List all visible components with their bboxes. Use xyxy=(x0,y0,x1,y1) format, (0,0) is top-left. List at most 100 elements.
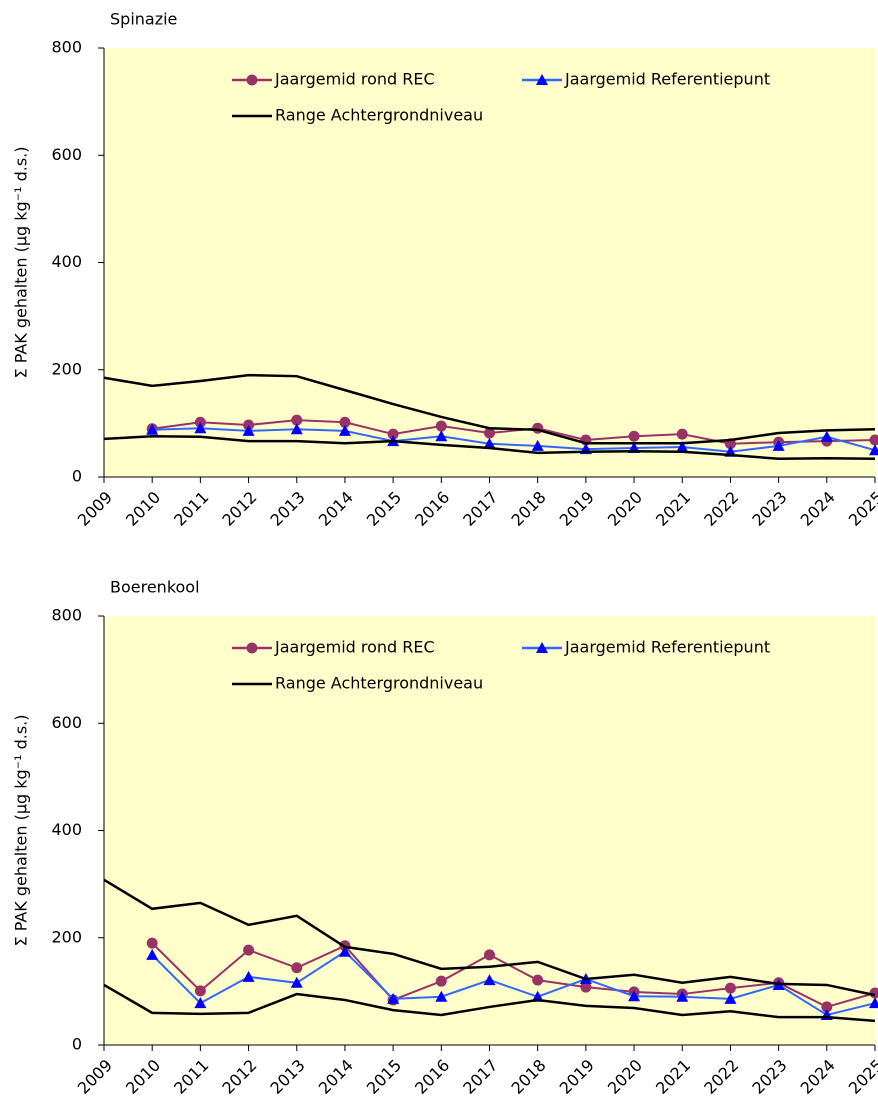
x-tick-label: 2011 xyxy=(170,1056,212,1098)
x-tick-label: 2015 xyxy=(363,1056,405,1098)
x-tick-label: 2021 xyxy=(652,488,694,530)
data-point xyxy=(338,945,351,957)
data-point xyxy=(724,982,736,994)
data-point xyxy=(676,990,689,1002)
y-tick-label: 0 xyxy=(72,467,82,486)
y-tick-label: 600 xyxy=(51,713,82,732)
data-point xyxy=(146,948,159,960)
data-point xyxy=(532,974,544,986)
data-point xyxy=(194,985,206,997)
data-point xyxy=(194,997,207,1009)
x-tick-label: 2015 xyxy=(363,488,405,530)
y-tick-label: 600 xyxy=(51,145,82,164)
legend-marker xyxy=(246,642,258,654)
x-tick-label: 2019 xyxy=(556,1056,598,1098)
x-tick-label: 2021 xyxy=(652,1056,694,1098)
data-point xyxy=(676,428,688,440)
y-tick-label: 200 xyxy=(51,359,82,378)
y-tick-label: 0 xyxy=(72,1035,82,1054)
x-tick-label: 2009 xyxy=(74,488,116,530)
x-tick-label: 2017 xyxy=(459,488,501,530)
data-point xyxy=(724,992,737,1004)
x-tick-label: 2011 xyxy=(170,488,212,530)
data-point xyxy=(290,423,303,435)
data-point xyxy=(531,990,544,1002)
plot-area xyxy=(104,48,875,477)
data-point xyxy=(435,975,447,987)
series-line xyxy=(103,983,876,1023)
x-tick-label: 2013 xyxy=(267,488,309,530)
x-tick-label: 2020 xyxy=(604,1056,646,1098)
data-point xyxy=(435,420,447,432)
x-tick-label: 2024 xyxy=(797,488,839,530)
data-point xyxy=(869,434,878,446)
y-axis-label: Σ PAK gehalten (μg kg⁻¹ d.s.) xyxy=(12,714,31,946)
series-line xyxy=(151,950,876,1017)
chart-title: Boerenkool xyxy=(110,578,200,597)
x-tick-label: 2014 xyxy=(315,488,357,530)
series-line xyxy=(103,878,876,997)
legend-marker xyxy=(536,642,548,653)
data-point xyxy=(387,992,400,1004)
x-tick-label: 2013 xyxy=(267,1056,309,1098)
data-point xyxy=(243,944,255,956)
data-point xyxy=(531,439,544,451)
data-point xyxy=(291,962,303,974)
legend-label: Range Achtergrondniveau xyxy=(275,674,483,693)
data-point xyxy=(772,439,785,451)
series-line xyxy=(103,434,876,461)
data-point xyxy=(146,423,159,435)
x-tick-label: 2023 xyxy=(748,1056,790,1098)
data-point xyxy=(628,430,640,442)
plot-area xyxy=(104,616,875,1045)
x-tick-label: 2016 xyxy=(411,1056,453,1098)
y-tick-label: 800 xyxy=(51,38,82,57)
data-point xyxy=(483,974,496,986)
x-tick-label: 2016 xyxy=(411,488,453,530)
data-point xyxy=(820,430,833,442)
legend-label: Jaargemid rond REC xyxy=(274,70,435,89)
x-tick-label: 2018 xyxy=(507,488,549,530)
x-tick-label: 2022 xyxy=(700,1056,742,1098)
y-tick-label: 800 xyxy=(51,606,82,625)
data-point xyxy=(628,990,641,1002)
series-line xyxy=(103,373,876,445)
data-point xyxy=(676,440,689,452)
x-tick-label: 2014 xyxy=(315,1056,357,1098)
series-line xyxy=(151,942,876,1008)
series-line xyxy=(152,419,876,445)
data-point xyxy=(338,424,351,436)
x-tick-label: 2018 xyxy=(507,1056,549,1098)
series-line xyxy=(152,427,876,453)
legend-marker xyxy=(246,74,258,86)
data-point xyxy=(869,444,878,456)
data-point xyxy=(194,422,207,434)
x-tick-label: 2024 xyxy=(797,1056,839,1098)
data-point xyxy=(869,987,878,999)
data-point xyxy=(869,997,878,1009)
y-axis-label: Σ PAK gehalten (μg kg⁻¹ d.s.) xyxy=(12,146,31,378)
legend-label: Jaargemid rond REC xyxy=(274,638,435,657)
data-point xyxy=(242,424,255,436)
data-point xyxy=(242,970,255,982)
x-tick-label: 2019 xyxy=(556,488,598,530)
data-point xyxy=(290,976,303,988)
x-tick-label: 2017 xyxy=(459,1056,501,1098)
x-tick-label: 2009 xyxy=(74,1056,116,1098)
y-tick-label: 200 xyxy=(51,927,82,946)
x-tick-label: 2010 xyxy=(122,1056,164,1098)
x-tick-label: 2010 xyxy=(122,488,164,530)
legend-label: Range Achtergrondniveau xyxy=(275,106,483,125)
legend-label: Jaargemid Referentiepunt xyxy=(564,638,770,657)
y-tick-label: 400 xyxy=(51,820,82,839)
data-point xyxy=(483,437,496,449)
legend-marker xyxy=(536,74,548,85)
data-point xyxy=(484,949,495,961)
x-tick-label: 2025 xyxy=(845,488,878,530)
data-point xyxy=(435,430,448,442)
x-tick-label: 2025 xyxy=(845,1056,878,1098)
y-tick-label: 400 xyxy=(51,252,82,271)
data-point xyxy=(146,937,158,949)
data-point xyxy=(435,990,448,1002)
